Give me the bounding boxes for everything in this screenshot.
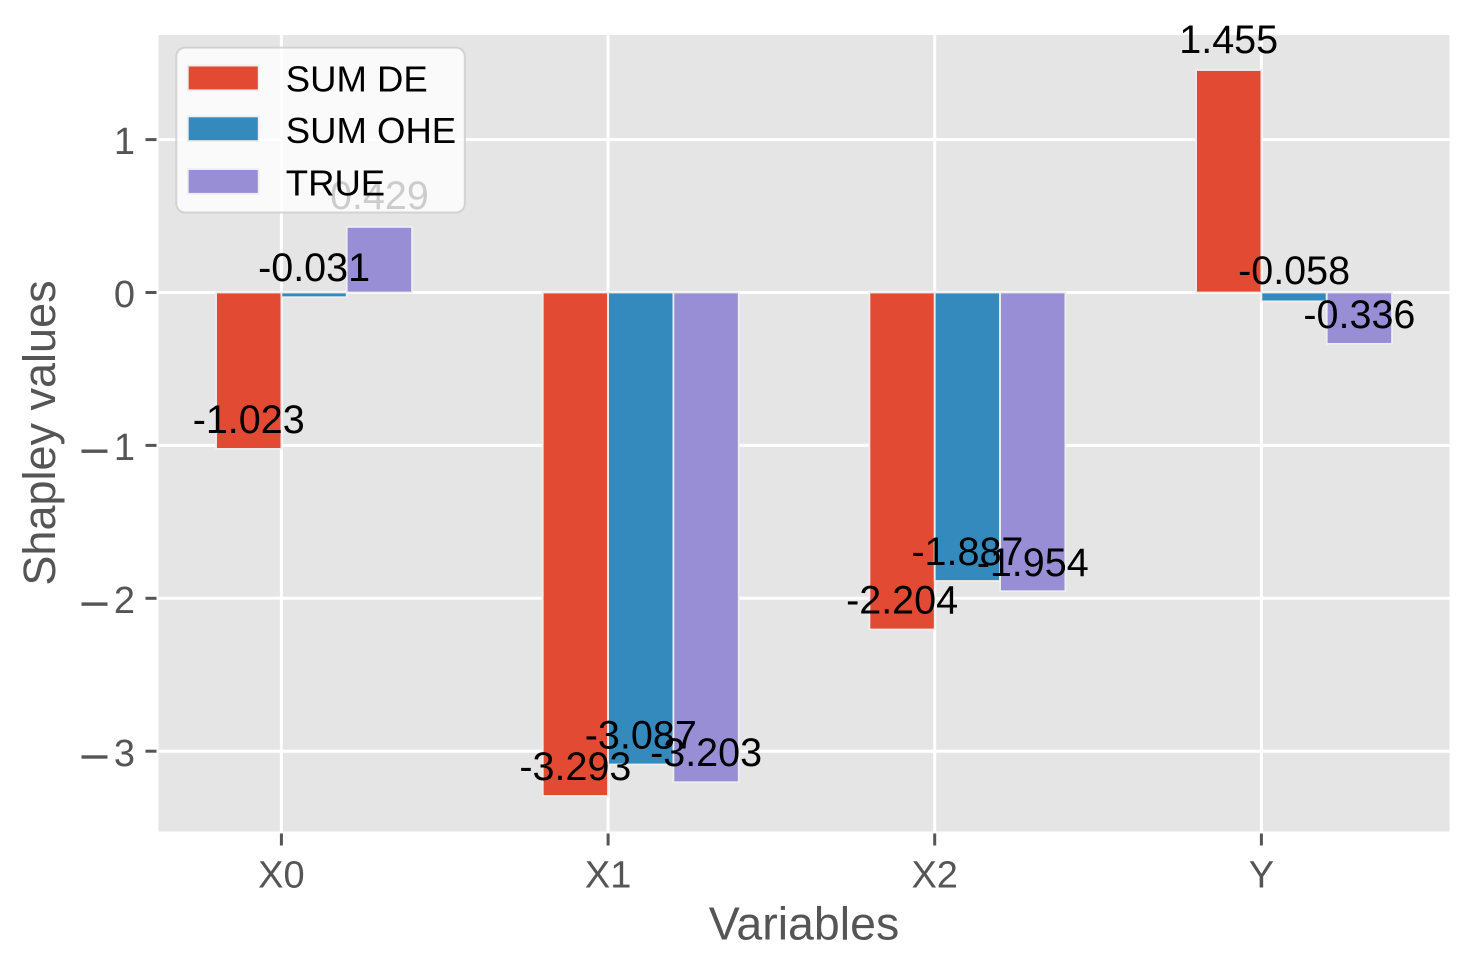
svg-text:X0: X0 [258,855,304,897]
svg-text:-3.203: -3.203 [650,731,762,775]
svg-text:-0.336: -0.336 [1303,293,1415,337]
svg-text:SUM DE: SUM DE [286,59,428,100]
svg-text:Shapley values: Shapley values [14,280,65,585]
svg-text:3: 3 [114,733,135,775]
svg-text:-3.087: -3.087 [585,714,697,758]
svg-text:TRUE: TRUE [286,163,385,204]
svg-text:-3.293: -3.293 [519,745,631,789]
svg-text:X2: X2 [911,855,957,897]
svg-text:Y: Y [1249,855,1274,897]
svg-text:2: 2 [114,580,135,622]
svg-text:-0.058: -0.058 [1238,249,1350,293]
svg-text:-1.954: -1.954 [977,541,1089,585]
svg-text:SUM OHE: SUM OHE [286,110,456,151]
svg-text:-0.031: -0.031 [258,246,370,290]
svg-text:-2.204: -2.204 [846,578,958,622]
svg-text:1: 1 [114,121,135,163]
svg-text:-1.023: -1.023 [193,398,305,442]
svg-text:0: 0 [114,274,135,316]
svg-text:1: 1 [114,427,135,469]
svg-text:-1.887: -1.887 [911,530,1023,574]
svg-text:Variables: Variables [709,898,899,950]
svg-text:1.455: 1.455 [1179,18,1278,62]
svg-text:X1: X1 [585,855,631,897]
